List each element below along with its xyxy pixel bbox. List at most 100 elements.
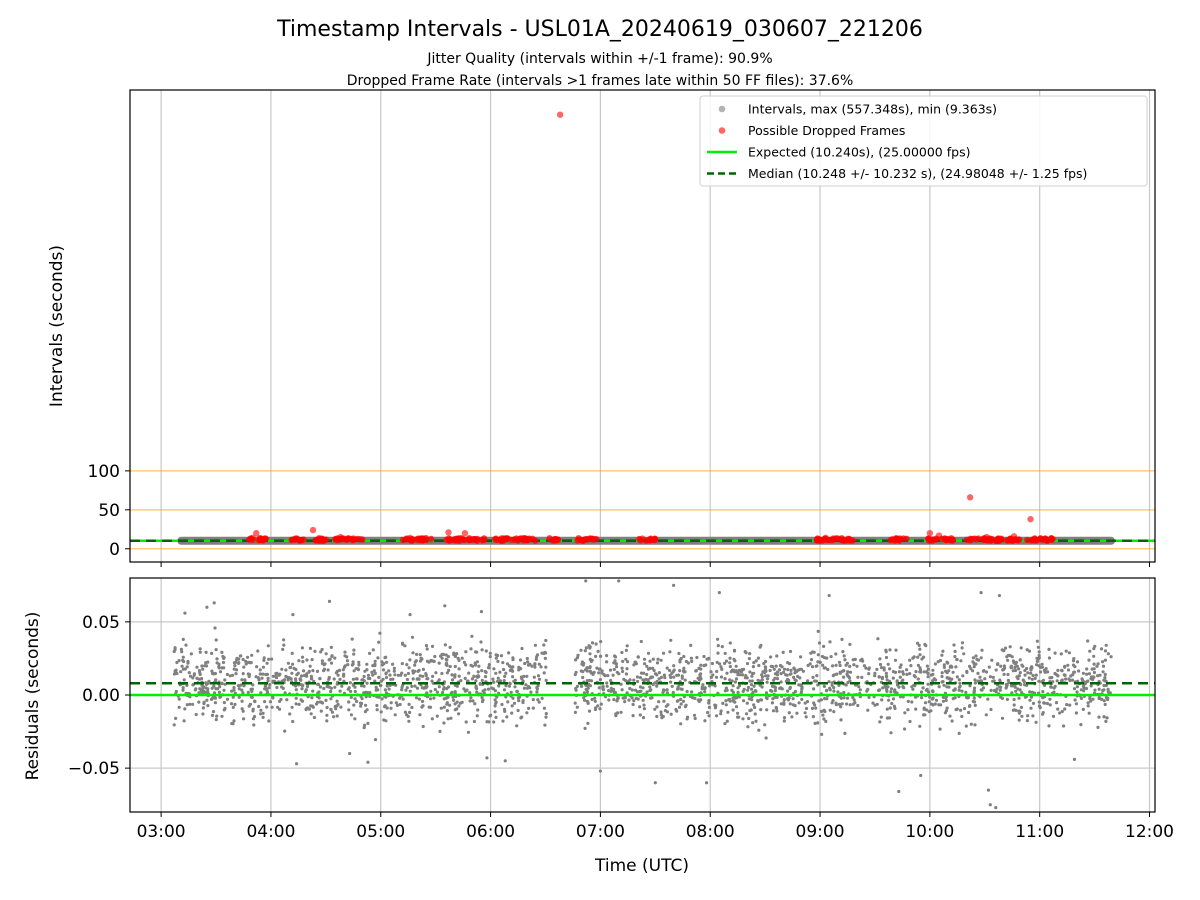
residual-point xyxy=(625,691,629,695)
residual-point xyxy=(966,695,971,700)
residual-point xyxy=(501,661,505,665)
residual-point xyxy=(1009,664,1013,668)
residual-point xyxy=(242,665,246,669)
residual-point xyxy=(191,683,195,687)
residual-point xyxy=(351,677,355,681)
residual-point xyxy=(463,676,467,681)
residual-point xyxy=(912,674,916,678)
residual-point xyxy=(522,686,527,690)
residual-point xyxy=(748,679,752,683)
residual-point xyxy=(748,670,752,674)
residual-point xyxy=(771,709,776,713)
dropped-frame-point xyxy=(309,526,317,534)
dropped-frame-point xyxy=(461,529,469,537)
residual-point xyxy=(265,705,269,709)
residual-point xyxy=(828,686,832,690)
residual-point xyxy=(455,684,459,688)
residual-point xyxy=(816,629,820,634)
residual-point xyxy=(192,673,196,677)
residual-point xyxy=(728,665,732,669)
residual-point xyxy=(916,663,921,668)
residual-point xyxy=(867,695,871,700)
residual-point xyxy=(747,716,751,721)
residual-point xyxy=(689,643,693,648)
residual-point xyxy=(336,673,340,677)
residual-point xyxy=(1059,652,1063,656)
residual-point xyxy=(1035,639,1039,643)
residual-point xyxy=(544,638,548,643)
residual-point xyxy=(1004,682,1009,687)
residual-point xyxy=(655,661,660,665)
residual-point xyxy=(1096,674,1100,678)
residual-point xyxy=(830,701,834,705)
residual-point xyxy=(447,668,451,673)
residual-point xyxy=(338,689,342,693)
residual-point xyxy=(388,683,392,688)
y-tick-label: 0.05 xyxy=(82,613,120,633)
residual-point xyxy=(522,674,526,679)
residual-point xyxy=(325,713,329,717)
residual-point xyxy=(723,722,727,726)
residual-point xyxy=(817,641,822,645)
residual-point xyxy=(280,667,284,671)
residual-point xyxy=(817,699,821,703)
residual-point xyxy=(384,719,388,723)
residual-point xyxy=(177,697,181,701)
residual-point xyxy=(1092,670,1096,675)
residual-point xyxy=(642,657,647,661)
residual-point xyxy=(365,662,369,666)
residual-point xyxy=(632,699,636,703)
residual-point xyxy=(507,684,511,688)
residual-point xyxy=(756,699,760,704)
residual-point xyxy=(521,700,525,705)
residual-point xyxy=(232,688,236,692)
residual-point xyxy=(856,703,860,708)
residual-point xyxy=(442,705,446,709)
residual-point xyxy=(467,671,471,675)
residual-point xyxy=(707,656,711,660)
residual-point xyxy=(994,806,998,810)
residual-point xyxy=(910,685,914,689)
residual-point xyxy=(621,669,625,674)
residual-point xyxy=(639,689,643,693)
residual-point xyxy=(751,690,755,695)
residual-point xyxy=(669,680,673,684)
residual-point xyxy=(448,645,452,650)
residual-point xyxy=(794,679,798,683)
residual-point xyxy=(914,670,918,674)
residual-point xyxy=(998,688,1002,692)
residual-point xyxy=(939,703,943,707)
residual-point xyxy=(731,699,735,703)
residual-point xyxy=(400,662,404,666)
residual-point xyxy=(879,666,884,670)
residual-point xyxy=(986,788,991,792)
residual-point xyxy=(262,656,266,660)
residual-point xyxy=(1029,695,1033,699)
residual-point xyxy=(769,655,773,659)
residual-point xyxy=(258,672,262,676)
residual-point xyxy=(753,712,757,716)
residual-point xyxy=(1053,651,1057,655)
residual-point xyxy=(1018,671,1022,675)
residual-point xyxy=(620,666,624,670)
residual-point xyxy=(1081,707,1085,712)
dropped-frame-point xyxy=(454,535,461,542)
residual-point xyxy=(621,696,625,700)
residual-point xyxy=(183,611,187,615)
residual-point xyxy=(894,648,898,652)
dropped-frame-point xyxy=(926,529,934,537)
residual-point xyxy=(1102,715,1106,719)
residual-point xyxy=(662,651,666,655)
residual-point xyxy=(1108,691,1112,695)
residual-point xyxy=(1097,695,1101,700)
residual-point xyxy=(285,675,289,679)
residual-point xyxy=(294,688,298,692)
residual-point xyxy=(323,662,327,666)
residual-point xyxy=(222,656,226,660)
residual-point xyxy=(905,668,909,672)
residual-point xyxy=(182,719,186,723)
residual-point xyxy=(508,681,512,685)
residual-point xyxy=(858,688,862,692)
residual-point xyxy=(931,672,935,677)
residual-point xyxy=(951,670,955,674)
